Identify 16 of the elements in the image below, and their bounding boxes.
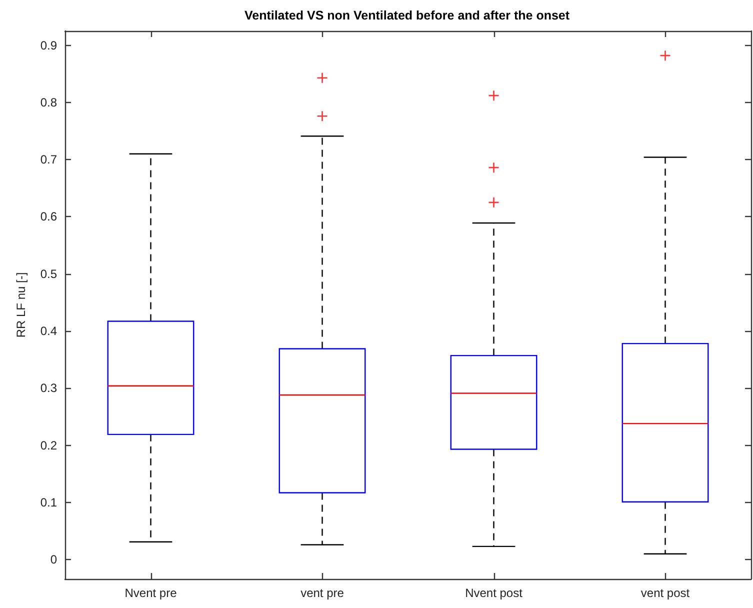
y-tick-label: 0.7 <box>40 152 58 167</box>
y-tick-label: 0.3 <box>40 381 58 396</box>
y-axis-title: RR LF nu [-] <box>14 272 28 338</box>
x-tick-label: Nvent pre <box>124 586 178 600</box>
y-tick-label: 0.1 <box>40 495 58 510</box>
y-tick-label: 0.4 <box>40 324 58 338</box>
y-tick-label: 0 <box>50 552 58 567</box>
y-tick-label: 0.9 <box>40 38 58 52</box>
y-tick-label: 0.8 <box>40 95 58 110</box>
x-tick-label: vent post <box>640 586 690 600</box>
y-tick-label: 0.5 <box>40 266 58 281</box>
x-tick-label: Nvent post <box>465 586 524 600</box>
y-tick-label: 0.6 <box>40 210 58 224</box>
y-tick-label: 0.2 <box>40 438 58 452</box>
chart-title: Ventilated VS non Ventilated before and after the onset <box>244 8 570 22</box>
x-tick-label: vent pre <box>300 586 344 600</box>
